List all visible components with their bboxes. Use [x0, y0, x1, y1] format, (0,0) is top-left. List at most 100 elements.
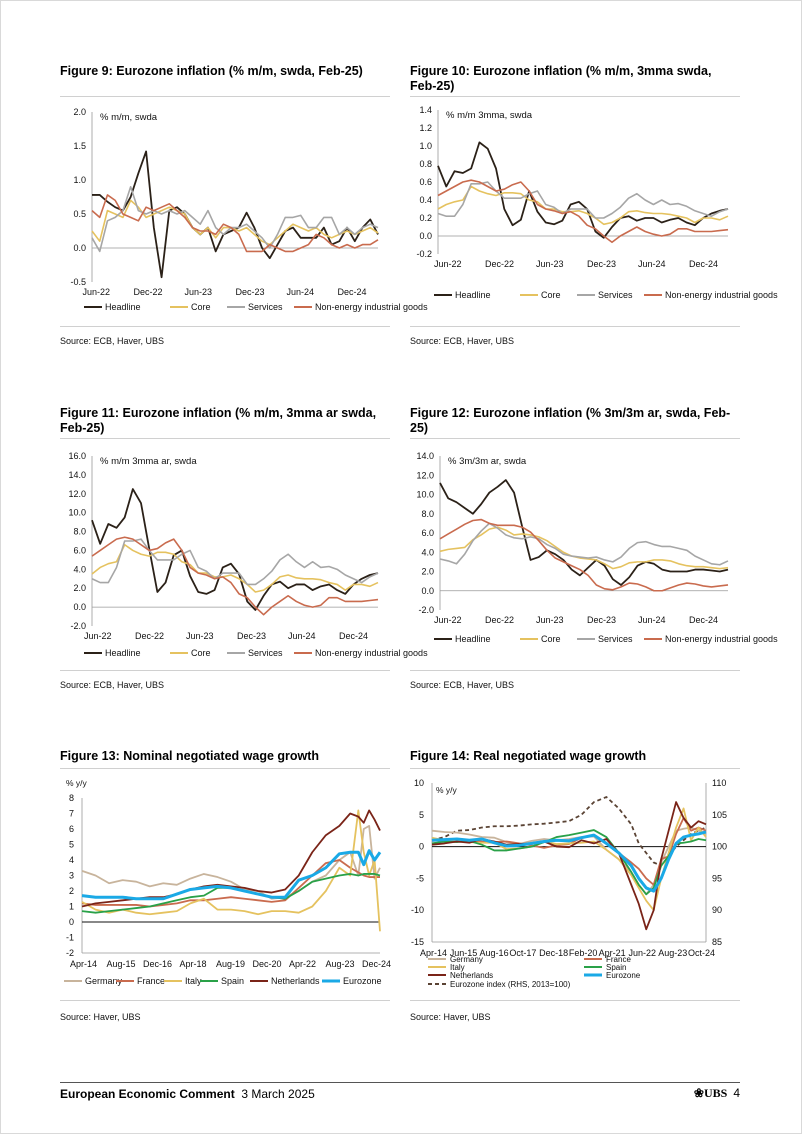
rule — [410, 670, 740, 671]
legend-label: Non-energy industrial goods — [665, 290, 778, 300]
y-right-tick-label: 85 — [712, 937, 722, 947]
legend-label: Services — [598, 634, 633, 644]
x-tick-label: Oct-17 — [509, 948, 536, 958]
x-tick-label: Jun-24 — [638, 615, 666, 625]
footer-rule — [60, 1082, 740, 1083]
legend-label: Non-energy industrial goods — [665, 634, 778, 644]
x-tick-label: Apr-18 — [180, 959, 207, 969]
x-tick-label: Dec-18 — [539, 948, 568, 958]
y-tick-label: 1.4 — [419, 105, 432, 115]
ubs-logo: ❀UBS — [693, 1086, 728, 1100]
figure-12-panel: Figure 12: Eurozone inflation (% 3m/3m a… — [410, 406, 740, 436]
series-line-core — [437, 185, 729, 226]
x-tick-label: Oct-24 — [688, 948, 715, 958]
figure-13-chart: 8 7 6 5 4 3 2 1 0 -1 -2 % y/y Apr-14 Aug-15 Dec-16 Apr-… — [64, 778, 391, 986]
figure-14-panel: Figure 14: Real negotiated wage growth — [410, 749, 740, 764]
y-tick-label: 0.5 — [73, 209, 86, 219]
series-line-non-energy-industrial-goods — [439, 518, 729, 592]
y-tick-label: 6.0 — [73, 545, 86, 555]
rule — [410, 768, 740, 769]
y-tick-label: 0.0 — [419, 231, 432, 241]
x-tick-label: Jun-23 — [186, 631, 214, 641]
series-line-eurozone — [81, 849, 382, 901]
y-tick-label: 0 — [419, 842, 424, 852]
publication-date: 3 March 2025 — [241, 1087, 315, 1101]
y-tick-label: 5 — [69, 840, 74, 850]
legend-label: Core — [541, 290, 561, 300]
legend-label: France — [606, 955, 631, 964]
figure-9-chart: 2.0 1.5 1.0 0.5 0.0 -0.5 % m/m, swda Jun-22 Dec-… — [70, 107, 428, 312]
y-tick-label: 8.0 — [73, 527, 86, 537]
x-tick-label: Aug-16 — [480, 948, 509, 958]
legend-label: Headline — [455, 290, 491, 300]
y-tick-label: 12.0 — [68, 489, 86, 499]
publication-name: European Economic Comment — [60, 1087, 235, 1101]
source-note: Source: ECB, Haver, UBS — [410, 680, 515, 690]
rule — [60, 768, 390, 769]
figure-title: Figure 14: Real negotiated wage growth — [410, 749, 647, 763]
figure-13-panel: Figure 13: Nominal negotiated wage growt… — [60, 749, 390, 764]
rule — [60, 438, 390, 439]
y-tick-label: -0.5 — [70, 277, 86, 287]
y-tick-label: -5 — [416, 873, 424, 883]
source-note: Source: Haver, UBS — [60, 1012, 141, 1022]
series-line-core — [91, 199, 379, 246]
x-tick-label: Aug-15 — [107, 959, 136, 969]
y-tick-label: 1 — [69, 902, 74, 912]
x-tick-label: Dec-23 — [236, 287, 265, 297]
y-tick-label: 0.0 — [73, 602, 86, 612]
x-tick-label: Dec-22 — [135, 631, 164, 641]
x-tick-label: Dec-22 — [485, 259, 514, 269]
legend-label: Italy — [450, 963, 465, 972]
y-tick-label: 7 — [69, 809, 74, 819]
y-tick-label: 0.4 — [419, 195, 432, 205]
y-tick-label: 1.5 — [73, 141, 86, 151]
x-tick-label: Jun-24 — [288, 631, 316, 641]
series-line-core — [439, 526, 729, 570]
x-tick-label: Apr-22 — [289, 959, 316, 969]
y-tick-label: 3 — [69, 871, 74, 881]
x-tick-label: Dec-24 — [689, 615, 718, 625]
unit-label: % y/y — [436, 785, 458, 795]
figure-12-chart: 14.0 12.0 10.0 8.0 6.0 4.0 2.0 0.0 -2.0 % 3m/3m a… — [416, 451, 778, 644]
x-tick-label: Aug-23 — [658, 948, 687, 958]
x-tick-label: Apr-14 — [70, 959, 97, 969]
x-tick-label: Apr-21 — [599, 948, 626, 958]
series-line-headline — [92, 150, 379, 279]
legend-label: Germany — [450, 955, 483, 964]
x-tick-label: Jun-15 — [450, 948, 478, 958]
series-line-services — [439, 522, 729, 566]
y-right-tick-label: 110 — [712, 778, 726, 788]
y-tick-label: 0.6 — [419, 177, 432, 187]
series-line-non-energy-industrial-goods — [91, 194, 379, 253]
series-line-headline — [91, 488, 379, 611]
y-tick-label: 10.0 — [68, 508, 86, 518]
x-tick-label: Dec-16 — [143, 959, 172, 969]
series-line-eurozone — [431, 830, 707, 893]
page-number: 4 — [733, 1086, 740, 1100]
y-tick-label: 8 — [69, 793, 74, 803]
series-line-france — [81, 859, 380, 908]
footer-right: ❀UBS 4 — [694, 1086, 740, 1101]
unit-label: % m/m 3mma ar, swda — [100, 456, 197, 467]
source-note: Source: ECB, Haver, UBS — [410, 336, 515, 346]
y-tick-label: 2.0 — [421, 567, 434, 577]
y-tick-label: 1.0 — [73, 175, 86, 185]
y-tick-label: 0.2 — [419, 213, 432, 223]
rule — [60, 96, 390, 97]
legend-label: Eurozone — [606, 971, 641, 980]
x-tick-label: Jun-24 — [287, 287, 315, 297]
series-line-services — [437, 181, 729, 219]
legend-label: Core — [191, 302, 211, 312]
y-tick-label: -2 — [66, 948, 74, 958]
legend-label: Germany — [85, 976, 123, 986]
series-line-non-energy-industrial-goods — [91, 536, 379, 616]
x-tick-label: Dec-24 — [338, 287, 367, 297]
rule — [60, 670, 390, 671]
legend-label: Headline — [105, 302, 141, 312]
legend-label: Headline — [455, 634, 491, 644]
x-tick-label: Dec-23 — [587, 615, 616, 625]
x-tick-label: Jun-22 — [434, 615, 462, 625]
x-tick-label: Dec-22 — [485, 615, 514, 625]
